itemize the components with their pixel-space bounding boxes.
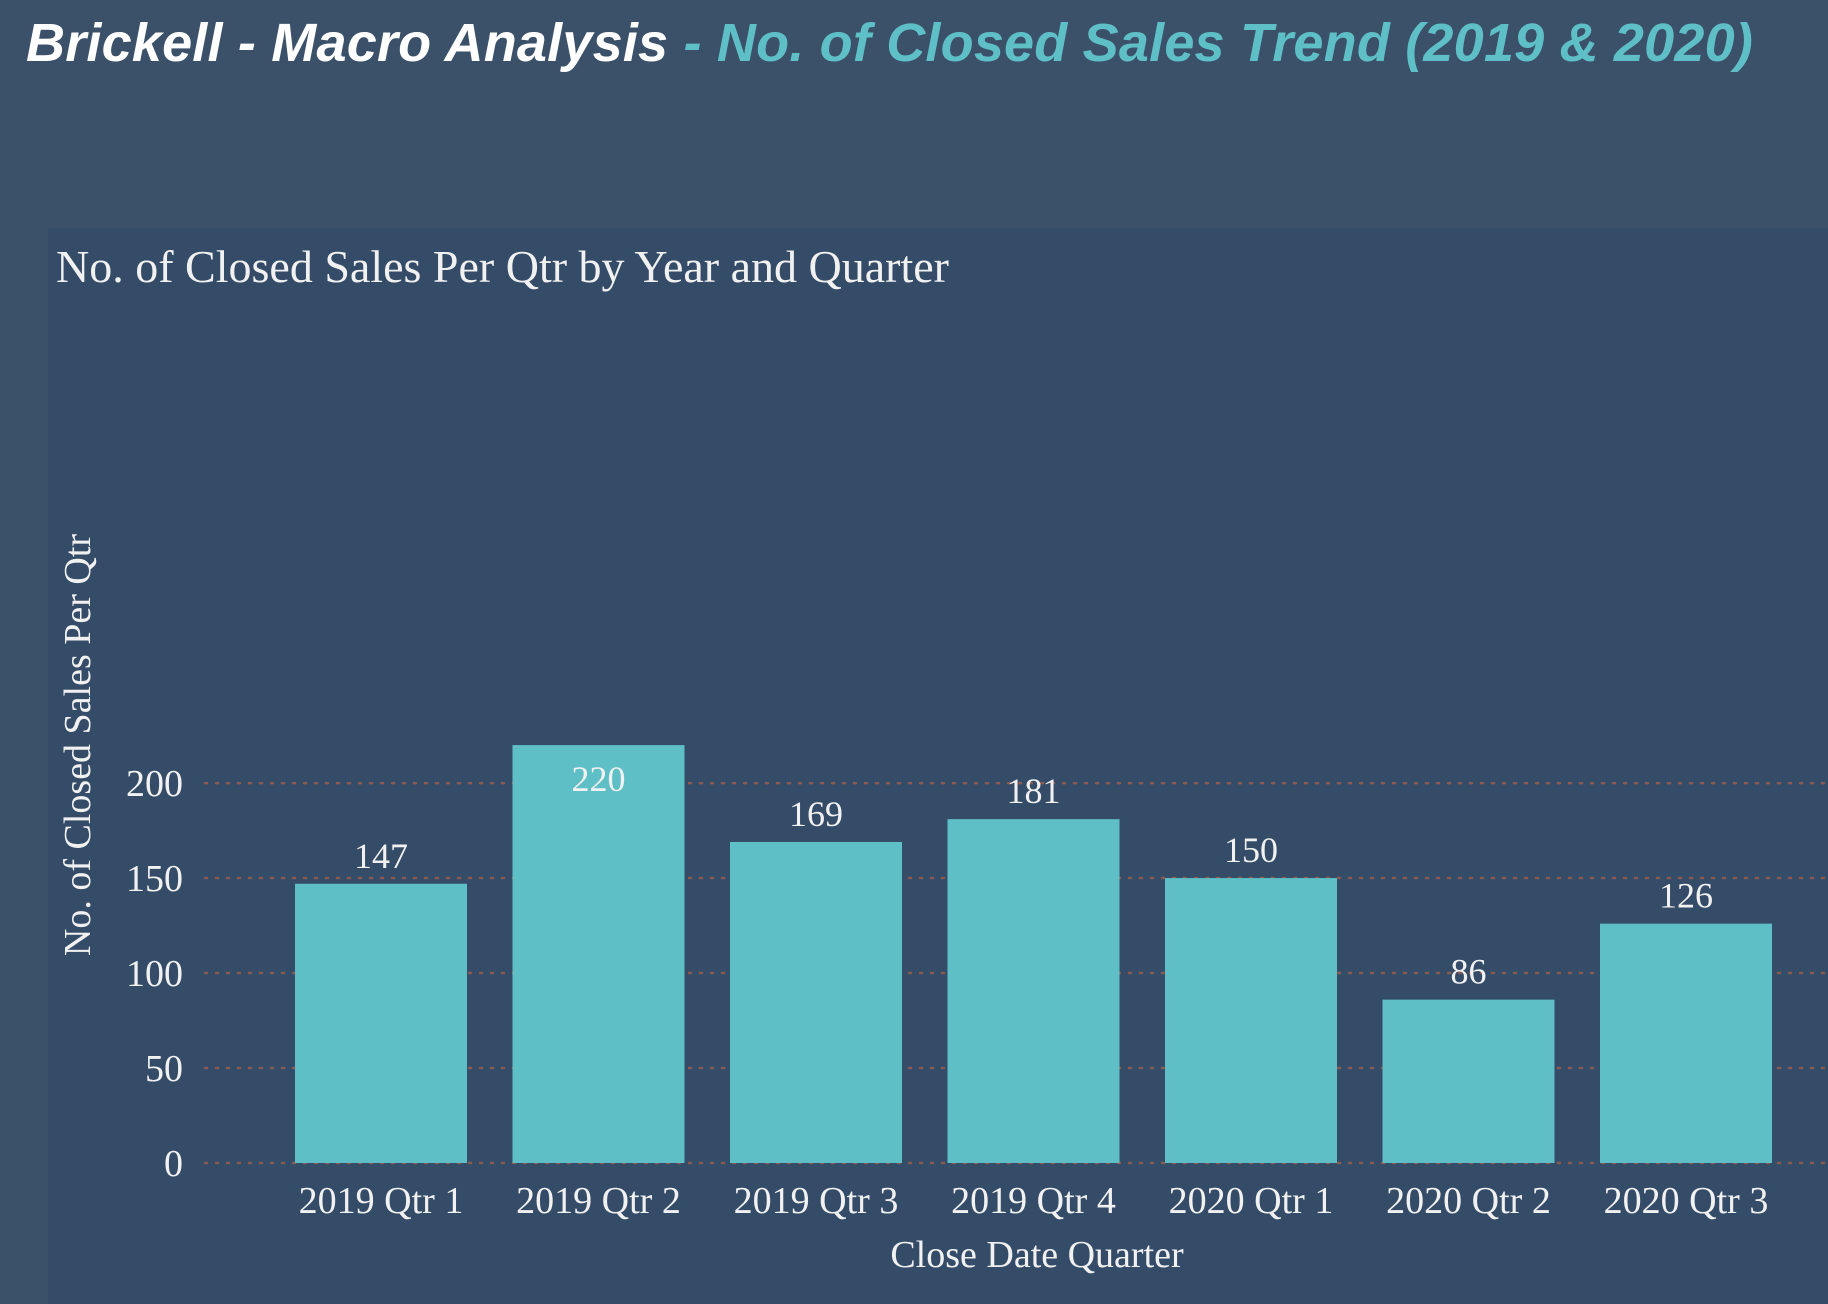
y-tick-label: 200 (126, 763, 183, 805)
bar (295, 883, 467, 1163)
data-labels: 147 220 169 181 150 86 126 (354, 759, 1713, 992)
data-label: 220 (572, 759, 626, 799)
chart-title: No. of Closed Sales Per Qtr by Year and … (56, 241, 950, 292)
x-axis-categories: 2019 Qtr 1 2019 Qtr 2 2019 Qtr 3 2019 Qtr 4… (299, 1180, 1769, 1222)
data-label: 169 (789, 794, 843, 834)
x-category-label: 2019 Qtr 4 (951, 1180, 1116, 1222)
data-label: 147 (354, 836, 408, 876)
bar (1600, 923, 1772, 1163)
data-label: 181 (1007, 771, 1061, 811)
bar (947, 819, 1120, 1163)
gridlines (203, 781, 1828, 1165)
data-label: 86 (1451, 952, 1487, 992)
page-title-separator: - (668, 13, 717, 73)
bar (730, 841, 902, 1163)
x-category-label: 2020 Qtr 1 (1169, 1180, 1334, 1222)
data-label: 126 (1659, 876, 1713, 916)
y-tick-label: 50 (145, 1048, 183, 1090)
data-label: 150 (1224, 830, 1278, 870)
y-tick-label: 150 (126, 858, 183, 900)
x-axis-title: Close Date Quarter (890, 1234, 1184, 1276)
page-title: Brickell - Macro Analysis - No. of Close… (26, 12, 1753, 74)
x-category-label: 2019 Qtr 2 (516, 1180, 681, 1222)
y-tick-label: 0 (164, 1143, 183, 1185)
x-category-label: 2019 Qtr 1 (299, 1180, 464, 1222)
y-axis-ticks: 0 50 100 150 200 (126, 763, 183, 1185)
page-title-main: Brickell - Macro Analysis (26, 13, 669, 73)
y-tick-label: 100 (126, 953, 183, 995)
y-axis-title: No. of Closed Sales Per Qtr (57, 534, 99, 957)
page-title-accent: No. of Closed Sales Trend (2019 & 2020) (716, 13, 1754, 73)
bar (512, 745, 685, 1163)
bar (1165, 878, 1337, 1163)
x-category-label: 2020 Qtr 3 (1604, 1180, 1769, 1222)
bars (295, 745, 1772, 1163)
x-category-label: 2020 Qtr 2 (1386, 1180, 1551, 1222)
bar (1382, 999, 1555, 1163)
x-category-label: 2019 Qtr 3 (734, 1180, 899, 1222)
